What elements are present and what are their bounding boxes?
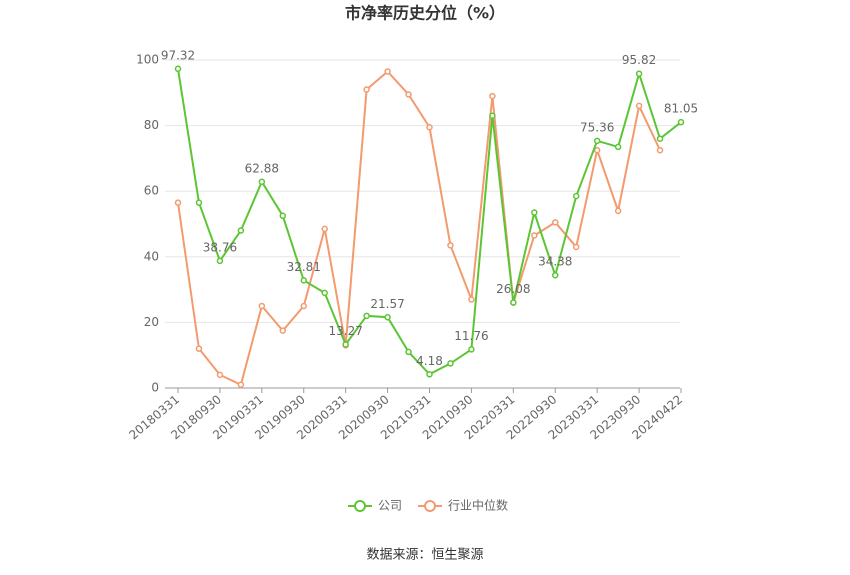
point bbox=[635, 70, 643, 77]
point bbox=[593, 146, 601, 154]
point bbox=[237, 381, 245, 388]
data-label: 26.08 bbox=[496, 282, 530, 296]
y-tick-label: 20 bbox=[144, 315, 159, 329]
point bbox=[635, 102, 643, 110]
point bbox=[300, 302, 307, 310]
point bbox=[593, 137, 601, 145]
data-label: 81.05 bbox=[664, 102, 698, 116]
point bbox=[216, 371, 224, 379]
point bbox=[656, 135, 664, 142]
point bbox=[279, 327, 287, 334]
point bbox=[531, 209, 538, 216]
data-label: 4.18 bbox=[416, 354, 443, 368]
point bbox=[216, 257, 224, 265]
point bbox=[614, 207, 622, 215]
data-label: 13.27 bbox=[328, 324, 362, 338]
point bbox=[195, 199, 203, 206]
y-tick-label: 60 bbox=[144, 184, 159, 198]
legend-marker bbox=[354, 500, 366, 512]
legend-marker bbox=[424, 500, 436, 512]
point bbox=[321, 225, 328, 233]
point bbox=[572, 243, 580, 251]
series-line bbox=[177, 70, 661, 387]
data-label: 32.81 bbox=[287, 260, 321, 274]
data-label: 97.32 bbox=[161, 48, 195, 62]
point bbox=[447, 242, 454, 249]
point bbox=[174, 65, 182, 73]
point bbox=[614, 143, 622, 151]
point bbox=[405, 348, 412, 356]
point bbox=[384, 314, 391, 321]
point bbox=[552, 271, 559, 279]
point bbox=[405, 91, 412, 98]
point bbox=[195, 345, 203, 352]
point bbox=[258, 302, 266, 310]
point bbox=[174, 199, 182, 206]
point bbox=[321, 289, 328, 297]
point bbox=[468, 296, 475, 303]
data-label: 95.82 bbox=[622, 53, 656, 67]
data-label: 21.57 bbox=[370, 297, 404, 311]
legend-label: 公司 bbox=[378, 499, 402, 513]
point bbox=[489, 112, 496, 120]
point bbox=[656, 146, 664, 154]
point bbox=[677, 118, 685, 126]
point bbox=[572, 192, 580, 200]
point bbox=[363, 312, 370, 320]
data-label: 11.76 bbox=[454, 329, 488, 343]
point bbox=[426, 371, 433, 378]
source: 数据来源：恒生聚源 bbox=[366, 548, 483, 563]
point bbox=[363, 86, 370, 93]
data-label: 34.38 bbox=[538, 255, 572, 269]
point bbox=[531, 232, 538, 239]
point bbox=[384, 68, 391, 75]
point bbox=[468, 346, 475, 353]
point bbox=[237, 227, 245, 234]
point bbox=[300, 277, 307, 284]
y-tick-label: 100 bbox=[136, 53, 159, 67]
point bbox=[489, 92, 496, 100]
point bbox=[258, 178, 266, 186]
series-line bbox=[177, 68, 682, 376]
y-tick-label: 40 bbox=[144, 249, 159, 263]
point bbox=[552, 219, 559, 226]
point bbox=[510, 299, 517, 306]
data-label: 38.76 bbox=[203, 240, 237, 254]
chart-title: 市净率历史分位（%） bbox=[345, 4, 505, 23]
legend-label: 行业中位数 bbox=[448, 498, 508, 513]
y-tick-label: 80 bbox=[144, 118, 159, 132]
data-label: 62.88 bbox=[245, 161, 279, 175]
point bbox=[447, 360, 454, 367]
point bbox=[279, 212, 287, 220]
data-label: 75.36 bbox=[580, 120, 614, 134]
y-tick-label: 0 bbox=[151, 381, 159, 395]
point bbox=[342, 341, 349, 348]
point bbox=[426, 123, 433, 131]
